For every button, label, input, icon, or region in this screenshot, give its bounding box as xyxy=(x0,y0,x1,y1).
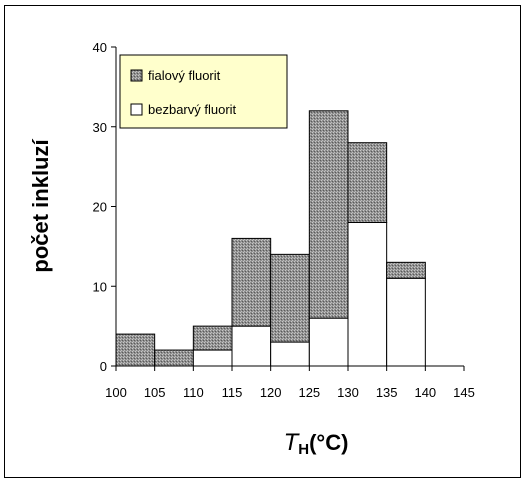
bar-fialovy-135 xyxy=(347,142,388,223)
y-axis-title: počet inkluzí xyxy=(28,139,53,273)
x-tick-label-140: 140 xyxy=(414,385,436,400)
bar-fialovy-125 xyxy=(270,253,310,343)
x-tick-label-130: 130 xyxy=(337,385,359,400)
legend-label-bezbarvy: bezbarvý fluorit xyxy=(148,102,237,117)
x-axis-title-main: T xyxy=(284,429,301,456)
bar-fialovy-110 xyxy=(154,349,194,367)
y-tick-label-40: 40 xyxy=(93,40,107,55)
bar-fialovy-140 xyxy=(386,261,426,279)
x-axis-title-unit: (°C) xyxy=(309,430,348,455)
bar-bezbarvy-140 xyxy=(386,277,426,367)
x-tick-label-115: 115 xyxy=(222,385,243,400)
y-tick-label-20: 20 xyxy=(93,200,107,215)
x-tick-label-105: 105 xyxy=(144,385,166,400)
legend-label-fialovy: fialový fluorit xyxy=(148,68,221,83)
x-tick-label-110: 110 xyxy=(183,385,204,400)
bars-layer xyxy=(115,110,426,367)
bar-bezbarvy-115 xyxy=(192,349,233,367)
x-tick-label-120: 120 xyxy=(260,385,282,400)
legend-box xyxy=(119,54,288,129)
bar-fialovy-115 xyxy=(192,325,233,351)
y-tick-label-10: 10 xyxy=(93,279,107,294)
bar-fialovy-105 xyxy=(115,333,156,367)
bar-bezbarvy-130 xyxy=(308,317,349,367)
bar-bezbarvy-125 xyxy=(270,341,310,367)
x-axis-title-sub: H xyxy=(298,441,309,458)
legend-swatch-bezbarvy xyxy=(130,103,143,116)
x-tick-label-100: 100 xyxy=(105,385,127,400)
y-tick-label-30: 30 xyxy=(93,120,107,135)
x-tick-label-145: 145 xyxy=(453,385,475,400)
ticks-layer: 0 10 20 30 40 100 105 110 115 120 125 130 135 140 145 xyxy=(93,40,475,400)
x-axis-title: TH(°C) xyxy=(284,429,349,458)
y-tick-label-0: 0 xyxy=(100,359,107,374)
bar-bezbarvy-135 xyxy=(347,221,388,367)
legend-swatch-fialovy xyxy=(130,69,143,82)
bar-fialovy-130 xyxy=(308,110,349,319)
legend: fialový fluorit bezbarvý fluorit xyxy=(119,54,288,129)
x-tick-label-125: 125 xyxy=(298,385,320,400)
bar-fialovy-120 xyxy=(231,237,272,327)
bar-bezbarvy-120 xyxy=(231,325,272,367)
x-tick-label-135: 135 xyxy=(376,385,398,400)
